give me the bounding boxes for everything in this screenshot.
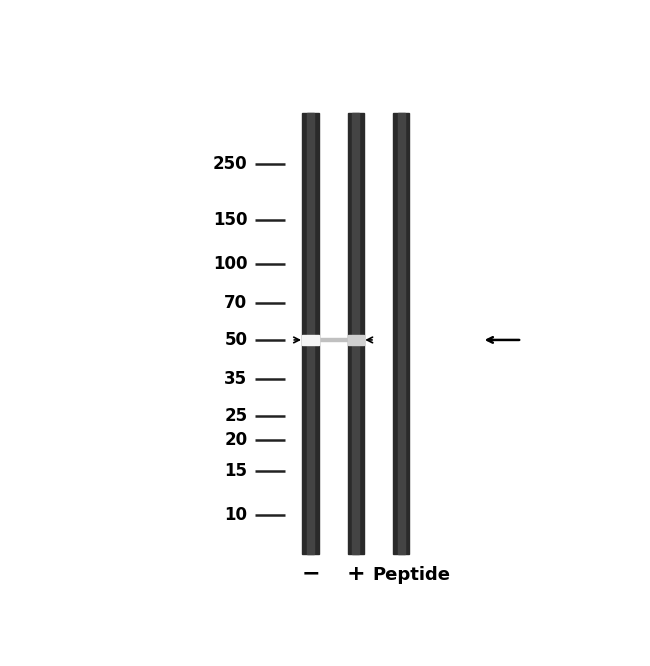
Text: 35: 35 bbox=[224, 370, 248, 388]
Text: 10: 10 bbox=[224, 506, 248, 524]
Bar bbox=[307, 113, 314, 554]
Text: 50: 50 bbox=[224, 331, 248, 349]
Text: 150: 150 bbox=[213, 211, 248, 229]
Bar bbox=[352, 113, 359, 554]
Bar bbox=[318, 338, 348, 342]
Text: 250: 250 bbox=[213, 155, 248, 173]
Bar bbox=[302, 113, 318, 554]
Bar bbox=[348, 335, 364, 344]
Text: +: + bbox=[346, 563, 365, 583]
Bar bbox=[398, 113, 405, 554]
Text: 25: 25 bbox=[224, 406, 248, 424]
Bar bbox=[348, 113, 364, 554]
Text: 70: 70 bbox=[224, 294, 248, 312]
Text: 15: 15 bbox=[224, 462, 248, 480]
Bar bbox=[393, 113, 410, 554]
Text: Peptide: Peptide bbox=[372, 565, 450, 583]
Text: 100: 100 bbox=[213, 255, 248, 273]
Bar bbox=[302, 335, 318, 344]
Text: 20: 20 bbox=[224, 431, 248, 449]
Text: −: − bbox=[301, 563, 320, 583]
